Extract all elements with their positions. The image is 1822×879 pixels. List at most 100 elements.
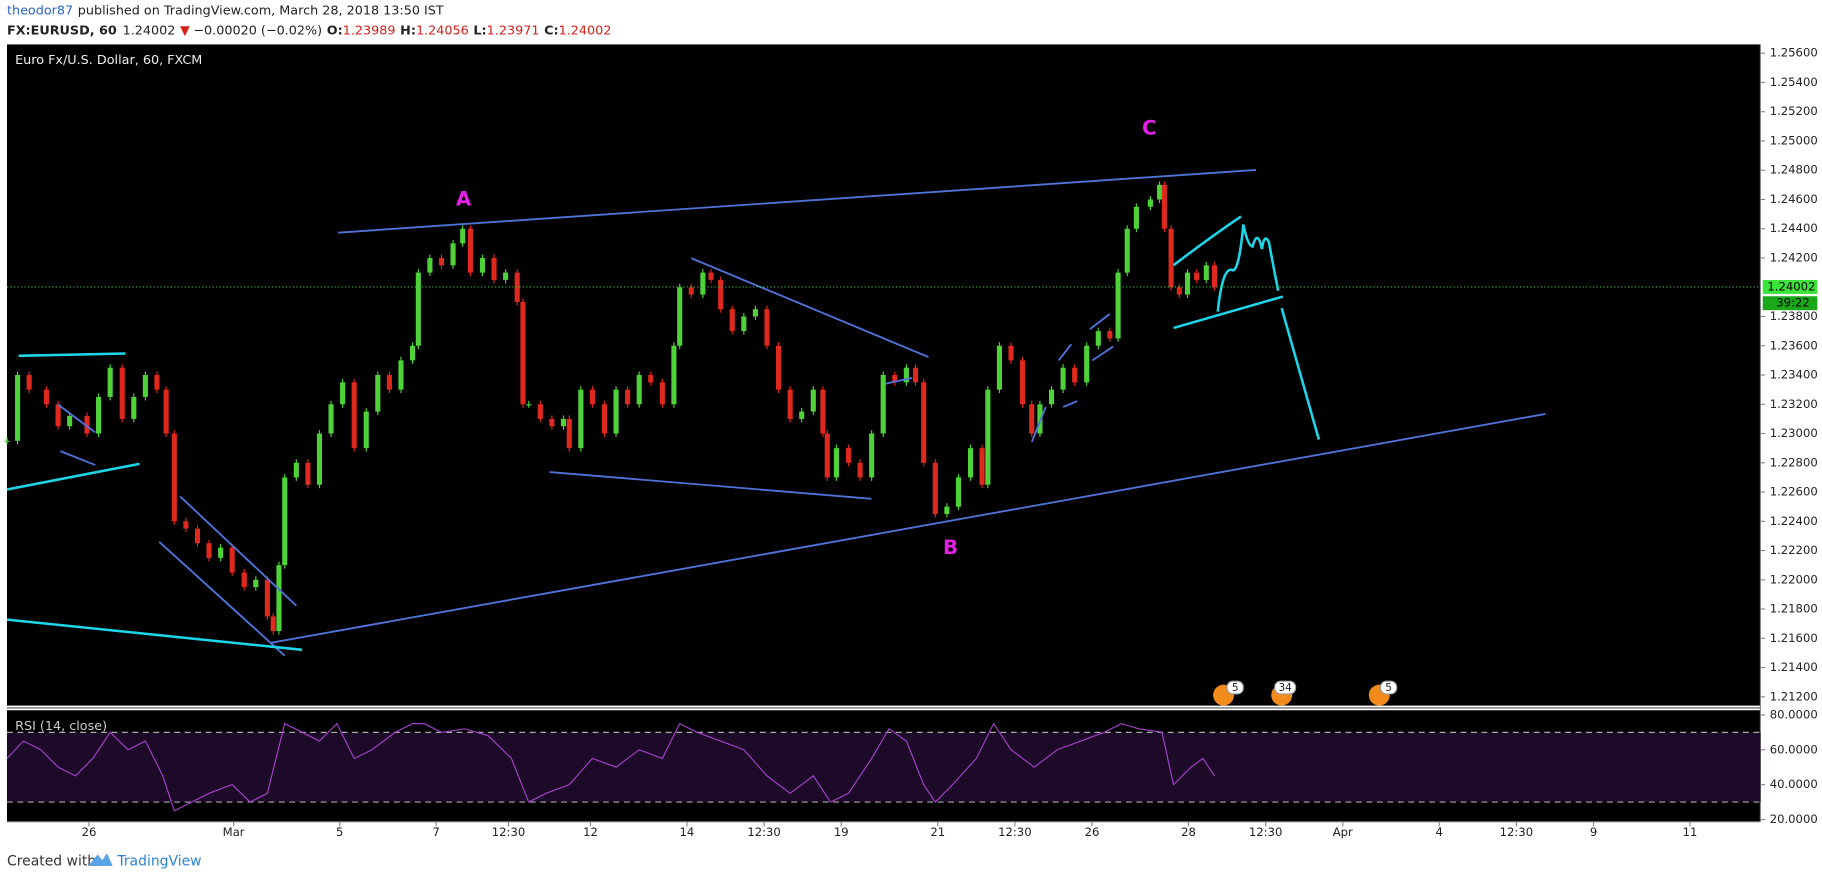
candle-body	[131, 396, 137, 419]
candle-body	[648, 375, 654, 383]
trendline[interactable]	[270, 413, 1546, 644]
countdown: 39:22	[1776, 296, 1809, 310]
candle-body	[1037, 404, 1043, 434]
cyan-drawings	[6, 215, 1321, 652]
trendline[interactable]	[1089, 313, 1111, 330]
brand[interactable]: TradingView	[116, 853, 201, 869]
candle-body	[967, 448, 974, 478]
author[interactable]: theodor87	[7, 3, 73, 18]
x-tick-label: 12:30	[998, 825, 1031, 839]
candle-body	[718, 279, 724, 310]
arc[interactable]	[1172, 215, 1242, 267]
x-tick-label: 12:30	[492, 825, 525, 839]
y-tick-label: 40.0000	[1770, 777, 1818, 791]
candle-body	[845, 448, 852, 463]
event-icon[interactable]: 5	[1368, 680, 1398, 706]
footer-text: Created with	[7, 853, 96, 869]
candle-body	[363, 411, 369, 449]
candle-body	[438, 257, 445, 266]
series-title: Euro Fx/U.S. Dollar, 60, FXCM	[15, 53, 202, 68]
event-bubble	[1379, 680, 1398, 695]
rsi-line	[6, 722, 1215, 812]
brand-logo[interactable]	[88, 853, 113, 866]
trendline[interactable]	[18, 352, 126, 358]
trendline[interactable]	[6, 618, 303, 652]
y-tick-label: 1.24600	[1770, 192, 1818, 206]
candle-body	[880, 375, 886, 434]
wave-sketch[interactable]	[1216, 224, 1280, 312]
candle-body	[810, 389, 816, 412]
y-tick-label: 1.23600	[1770, 338, 1818, 352]
candle-body	[1084, 345, 1090, 383]
candle-body	[659, 382, 665, 405]
wave-label: C	[1142, 117, 1157, 140]
event-icon[interactable]: 34	[1271, 680, 1297, 706]
header-line: theodor87 published on TradingView.com, M…	[7, 3, 444, 18]
candle-body	[1168, 228, 1174, 288]
candle-body	[1184, 272, 1191, 295]
trendline[interactable]	[1062, 400, 1078, 408]
candle-body	[270, 616, 276, 631]
trendline[interactable]	[6, 462, 140, 491]
trendline[interactable]	[1057, 343, 1073, 362]
y-tick-label: 1.25400	[1770, 75, 1818, 89]
event-bubble	[1274, 680, 1297, 695]
candle-body	[912, 367, 919, 383]
wave-label: A	[456, 188, 472, 211]
candle-body	[276, 565, 282, 631]
x-tick-label: 12:30	[1249, 825, 1282, 839]
x-tick-label: Apr	[1333, 825, 1353, 839]
y-tick-label: 1.22000	[1770, 572, 1818, 586]
trendline[interactable]	[549, 471, 872, 500]
symbol-line: FX:EURUSD, 60 1.24002 ▼ −0.00020 (−0.02%) O:…	[7, 23, 611, 38]
band-fill	[6, 732, 1761, 803]
candle-body	[142, 375, 148, 397]
projection[interactable]	[1280, 307, 1321, 440]
trendline[interactable]	[1030, 406, 1047, 443]
candle-body	[171, 433, 177, 522]
candle-body	[1124, 228, 1130, 273]
candle-body	[467, 228, 473, 273]
x-tick-label: 9	[1590, 825, 1597, 839]
x-tick-label: 28	[1181, 825, 1196, 839]
candle-body	[194, 528, 201, 544]
candle-body	[503, 272, 509, 280]
candle-body	[1029, 404, 1035, 434]
candle-body	[589, 389, 595, 405]
candle-body	[229, 547, 235, 573]
y-tick-label: 1.21200	[1770, 689, 1818, 703]
trendline[interactable]	[338, 168, 1257, 234]
candle-body	[183, 521, 189, 529]
candle-body	[282, 477, 288, 566]
trendline[interactable]	[158, 541, 286, 657]
candle-body	[820, 389, 826, 434]
candle-body	[514, 272, 520, 302]
x-tick-label: 5	[336, 825, 343, 839]
y-tick-label: 80.0000	[1770, 707, 1818, 721]
drawings	[6, 168, 1546, 657]
trendline[interactable]	[1173, 295, 1284, 330]
trendline[interactable]	[885, 377, 913, 385]
candle-body	[903, 367, 909, 383]
event-count: 5	[1232, 682, 1239, 694]
y-tick-label: 1.23800	[1770, 309, 1818, 323]
candle-body	[752, 309, 758, 317]
candle-body	[241, 572, 247, 588]
candle-body	[776, 345, 782, 390]
trendline[interactable]	[57, 403, 96, 434]
trendline[interactable]	[60, 450, 96, 466]
trendline[interactable]	[1091, 345, 1114, 362]
candle-body	[1161, 184, 1167, 229]
candle-body	[1072, 367, 1078, 383]
event-icon[interactable]: 5	[1213, 680, 1244, 706]
trendline[interactable]	[691, 257, 929, 358]
y-tick-label: 1.22200	[1770, 543, 1818, 557]
x-tick-label: 12:30	[1500, 825, 1533, 839]
trendline[interactable]	[179, 495, 297, 607]
blue-trendlines	[57, 168, 1546, 657]
candle-body	[1147, 199, 1153, 207]
y-tick-label: 1.23400	[1770, 368, 1818, 382]
candle-body	[375, 375, 381, 412]
y-tick-label: 1.24200	[1770, 250, 1818, 264]
wave-label: B	[943, 536, 958, 559]
